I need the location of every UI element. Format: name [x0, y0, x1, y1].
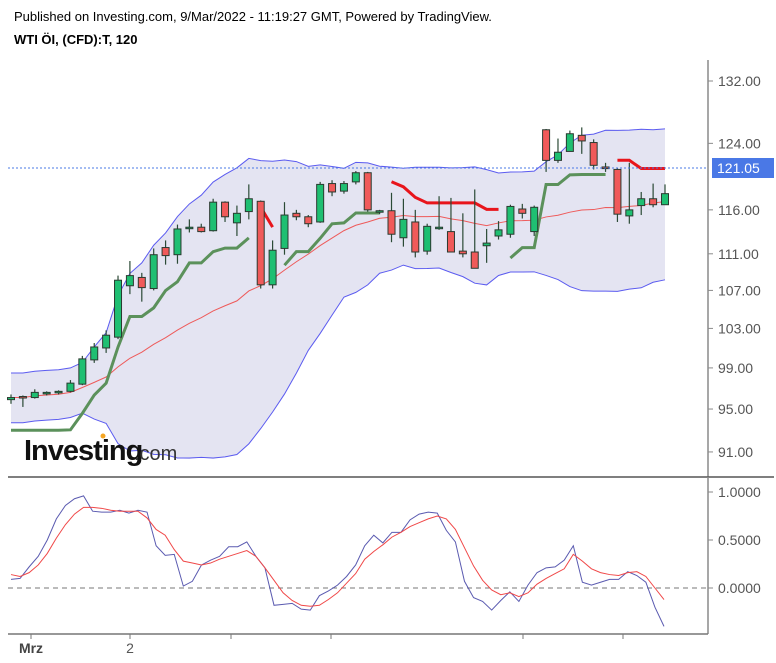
current-price-label: 121.05: [717, 160, 760, 176]
osc-tick-label: 1.0000: [718, 484, 761, 500]
price-tick-label: 107.00: [718, 282, 761, 298]
candlestick-series: [7, 127, 669, 407]
oscillator-axis[interactable]: 1.0000 0.5000 0.0000: [708, 484, 761, 596]
logo-suffix: .com: [134, 443, 177, 465]
oscillator-lines: [10, 495, 665, 627]
chart-symbol-title: WTI ÖI, (CFD):T, 120: [14, 32, 138, 47]
time-tick-label: 2: [126, 640, 134, 656]
investing-logo: Investing .com: [24, 433, 177, 467]
current-price-badge: 121.05: [712, 158, 774, 178]
price-tick-label: 132.00: [718, 73, 761, 89]
published-caption: Published on Investing.com, 9/Mar/2022 -…: [14, 9, 492, 24]
price-tick-label: 103.00: [718, 320, 761, 336]
osc-tick-label: 0.5000: [718, 532, 761, 548]
osc-tick-label: 0.0000: [718, 580, 761, 596]
sma-line: [11, 200, 666, 399]
price-tick-label: 111.00: [718, 246, 759, 262]
supertrend-line: [11, 158, 665, 432]
price-tick-label: 95.00: [718, 401, 753, 417]
price-tick-label: 116.00: [718, 202, 760, 218]
logo-dot-icon: [100, 433, 106, 439]
logo-brand: Investing: [24, 435, 142, 467]
price-tick-label: 99.00: [718, 360, 753, 376]
time-axis[interactable]: Mrz 2: [19, 634, 624, 656]
time-tick-label: Mrz: [19, 640, 43, 656]
price-tick-label: 91.00: [718, 444, 753, 460]
price-tick-label: 124.00: [718, 135, 761, 151]
price-axis[interactable]: 132.00 124.00 116.00 111.00 107.00 103.00 99.0…: [708, 73, 761, 460]
